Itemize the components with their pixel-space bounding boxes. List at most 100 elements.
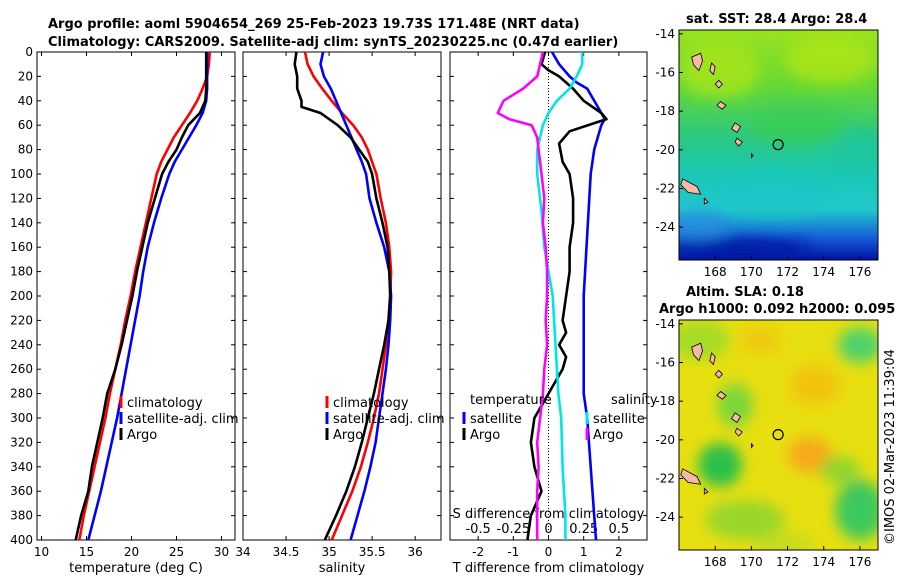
island <box>714 79 723 89</box>
series-line-argo <box>293 51 392 541</box>
map-y-tick-label: -18 <box>655 104 675 118</box>
y-tick-label: 260 <box>10 362 33 376</box>
island <box>709 352 716 366</box>
sst-map-title: sat. SST: 28.4 Argo: 28.4 <box>686 12 867 27</box>
legend-label: Argo <box>333 428 363 443</box>
figure-title-line2: Climatology: CARS2009. Satellite-adj cli… <box>48 35 618 50</box>
y-tick-label: 20 <box>18 69 33 83</box>
island <box>714 369 723 379</box>
series-line-satellite-adj-clim <box>319 51 393 541</box>
salinity-profile-panel: 34 34.5 35 35.5 36 salinity climatologysatelli… <box>235 51 445 576</box>
x-axis-label: temperature (deg C) <box>69 561 203 576</box>
legend-label: satellite-adj. clim <box>127 412 239 427</box>
s-tick-label: 0.25 <box>569 522 598 537</box>
s-tick-label: 0 <box>544 522 552 537</box>
map-x-tick-label: 176 <box>848 265 871 279</box>
map-y-tick-label: -16 <box>655 66 675 80</box>
x-tick-label: -2 <box>472 545 484 559</box>
map-y-tick-label: -18 <box>655 394 675 408</box>
sla-map-title-line2: Argo h1000: 0.092 h2000: 0.095 <box>659 302 895 317</box>
x-tick-label: 35.5 <box>359 545 386 559</box>
y-tick-label: 400 <box>10 533 33 547</box>
map-y-tick-label: -22 <box>655 181 675 195</box>
x-axis-label: salinity <box>319 561 366 576</box>
sla-coastline <box>680 342 754 495</box>
imos-credit: ©IMOS 02-Mar-2023 11:39:04 <box>883 349 898 545</box>
legend-label: climatology <box>333 396 409 411</box>
island <box>751 442 754 449</box>
island <box>730 412 742 423</box>
map-y-tick-label: -24 <box>655 220 675 234</box>
series-line-s-argo <box>496 51 549 540</box>
y-tick-label: 240 <box>10 338 33 352</box>
y-tick-label: 60 <box>18 118 33 132</box>
island <box>734 137 743 147</box>
x-tick-label: 35 <box>321 545 336 559</box>
x-tick-label: 10 <box>34 545 49 559</box>
x-tick-label: 15 <box>79 545 94 559</box>
island <box>751 152 754 159</box>
y-tick-label: 100 <box>10 167 33 181</box>
sst-map-panel: sat. SST: 28.4 Argo: 28.4 168 170 172 174 17… <box>655 12 879 279</box>
y-tick-label: 360 <box>10 484 33 498</box>
island <box>691 342 703 362</box>
map-y-tick-label: -14 <box>655 317 675 331</box>
map-y-tick-label: -14 <box>655 27 675 41</box>
y-tick-label: 80 <box>18 143 33 157</box>
island <box>734 427 743 437</box>
legend-label: satellite <box>470 412 522 427</box>
x-tick-label: 25 <box>169 545 184 559</box>
s-axis-label: S difference from climatology <box>453 507 645 522</box>
map-x-tick-label: 176 <box>848 555 871 569</box>
series-line-climatology <box>78 51 212 541</box>
legend-label: Argo <box>593 428 623 443</box>
island <box>730 122 742 133</box>
x-axis-label: T difference from climatology <box>452 561 645 576</box>
x-tick-label: 20 <box>124 545 139 559</box>
x-tick-label: 36 <box>408 545 423 559</box>
map-x-tick-label: 170 <box>740 555 763 569</box>
x-tick-label: 0 <box>545 545 553 559</box>
legend-label: climatology <box>127 396 203 411</box>
map-y-tick-label: -20 <box>655 143 675 157</box>
y-tick-label: 180 <box>10 265 33 279</box>
island <box>703 197 709 205</box>
series-line-t-satellite <box>550 51 607 541</box>
s-tick-label: -0.25 <box>497 522 531 537</box>
legend-title-temperature: temperature <box>470 393 552 408</box>
map-x-tick-label: 168 <box>704 555 727 569</box>
y-tick-label: 380 <box>10 509 33 523</box>
series-line-s-satellite <box>535 52 584 540</box>
y-tick-label: 220 <box>10 313 33 327</box>
map-y-tick-label: -22 <box>655 471 675 485</box>
y-tick-label: 0 <box>25 45 33 59</box>
sla-map-panel: Altim. SLA: 0.18 Argo h1000: 0.092 h2000… <box>655 285 895 569</box>
y-tick-label: 140 <box>10 216 33 230</box>
x-tick-label: 34.5 <box>273 545 300 559</box>
sla-argo-position-marker <box>772 429 784 441</box>
map-x-tick-label: 172 <box>776 265 799 279</box>
series-line-t-argo <box>526 51 608 541</box>
map-y-tick-label: -24 <box>655 510 675 524</box>
y-tick-label: 200 <box>10 289 33 303</box>
legend-label: Argo <box>470 428 500 443</box>
x-tick-label: 34 <box>235 545 250 559</box>
sla-map-title-line1: Altim. SLA: 0.18 <box>686 285 804 300</box>
island <box>680 468 702 485</box>
map-x-tick-label: 168 <box>704 265 727 279</box>
x-tick-label: -1 <box>507 545 519 559</box>
sla-texture <box>679 320 878 550</box>
figure-title-line1: Argo profile: aoml 5904654_269 25-Feb-20… <box>48 17 580 32</box>
plot-frame <box>242 51 442 541</box>
island <box>716 100 727 110</box>
island <box>691 52 703 72</box>
legend-title-salinity: salinity <box>611 393 658 408</box>
island <box>680 178 702 195</box>
map-x-tick-label: 172 <box>776 555 799 569</box>
map-x-tick-label: 174 <box>812 265 835 279</box>
y-tick-label: 40 <box>18 94 33 108</box>
y-tick-label: 120 <box>10 191 33 205</box>
legend-label: Argo <box>127 428 157 443</box>
sst-coastline <box>680 52 754 205</box>
